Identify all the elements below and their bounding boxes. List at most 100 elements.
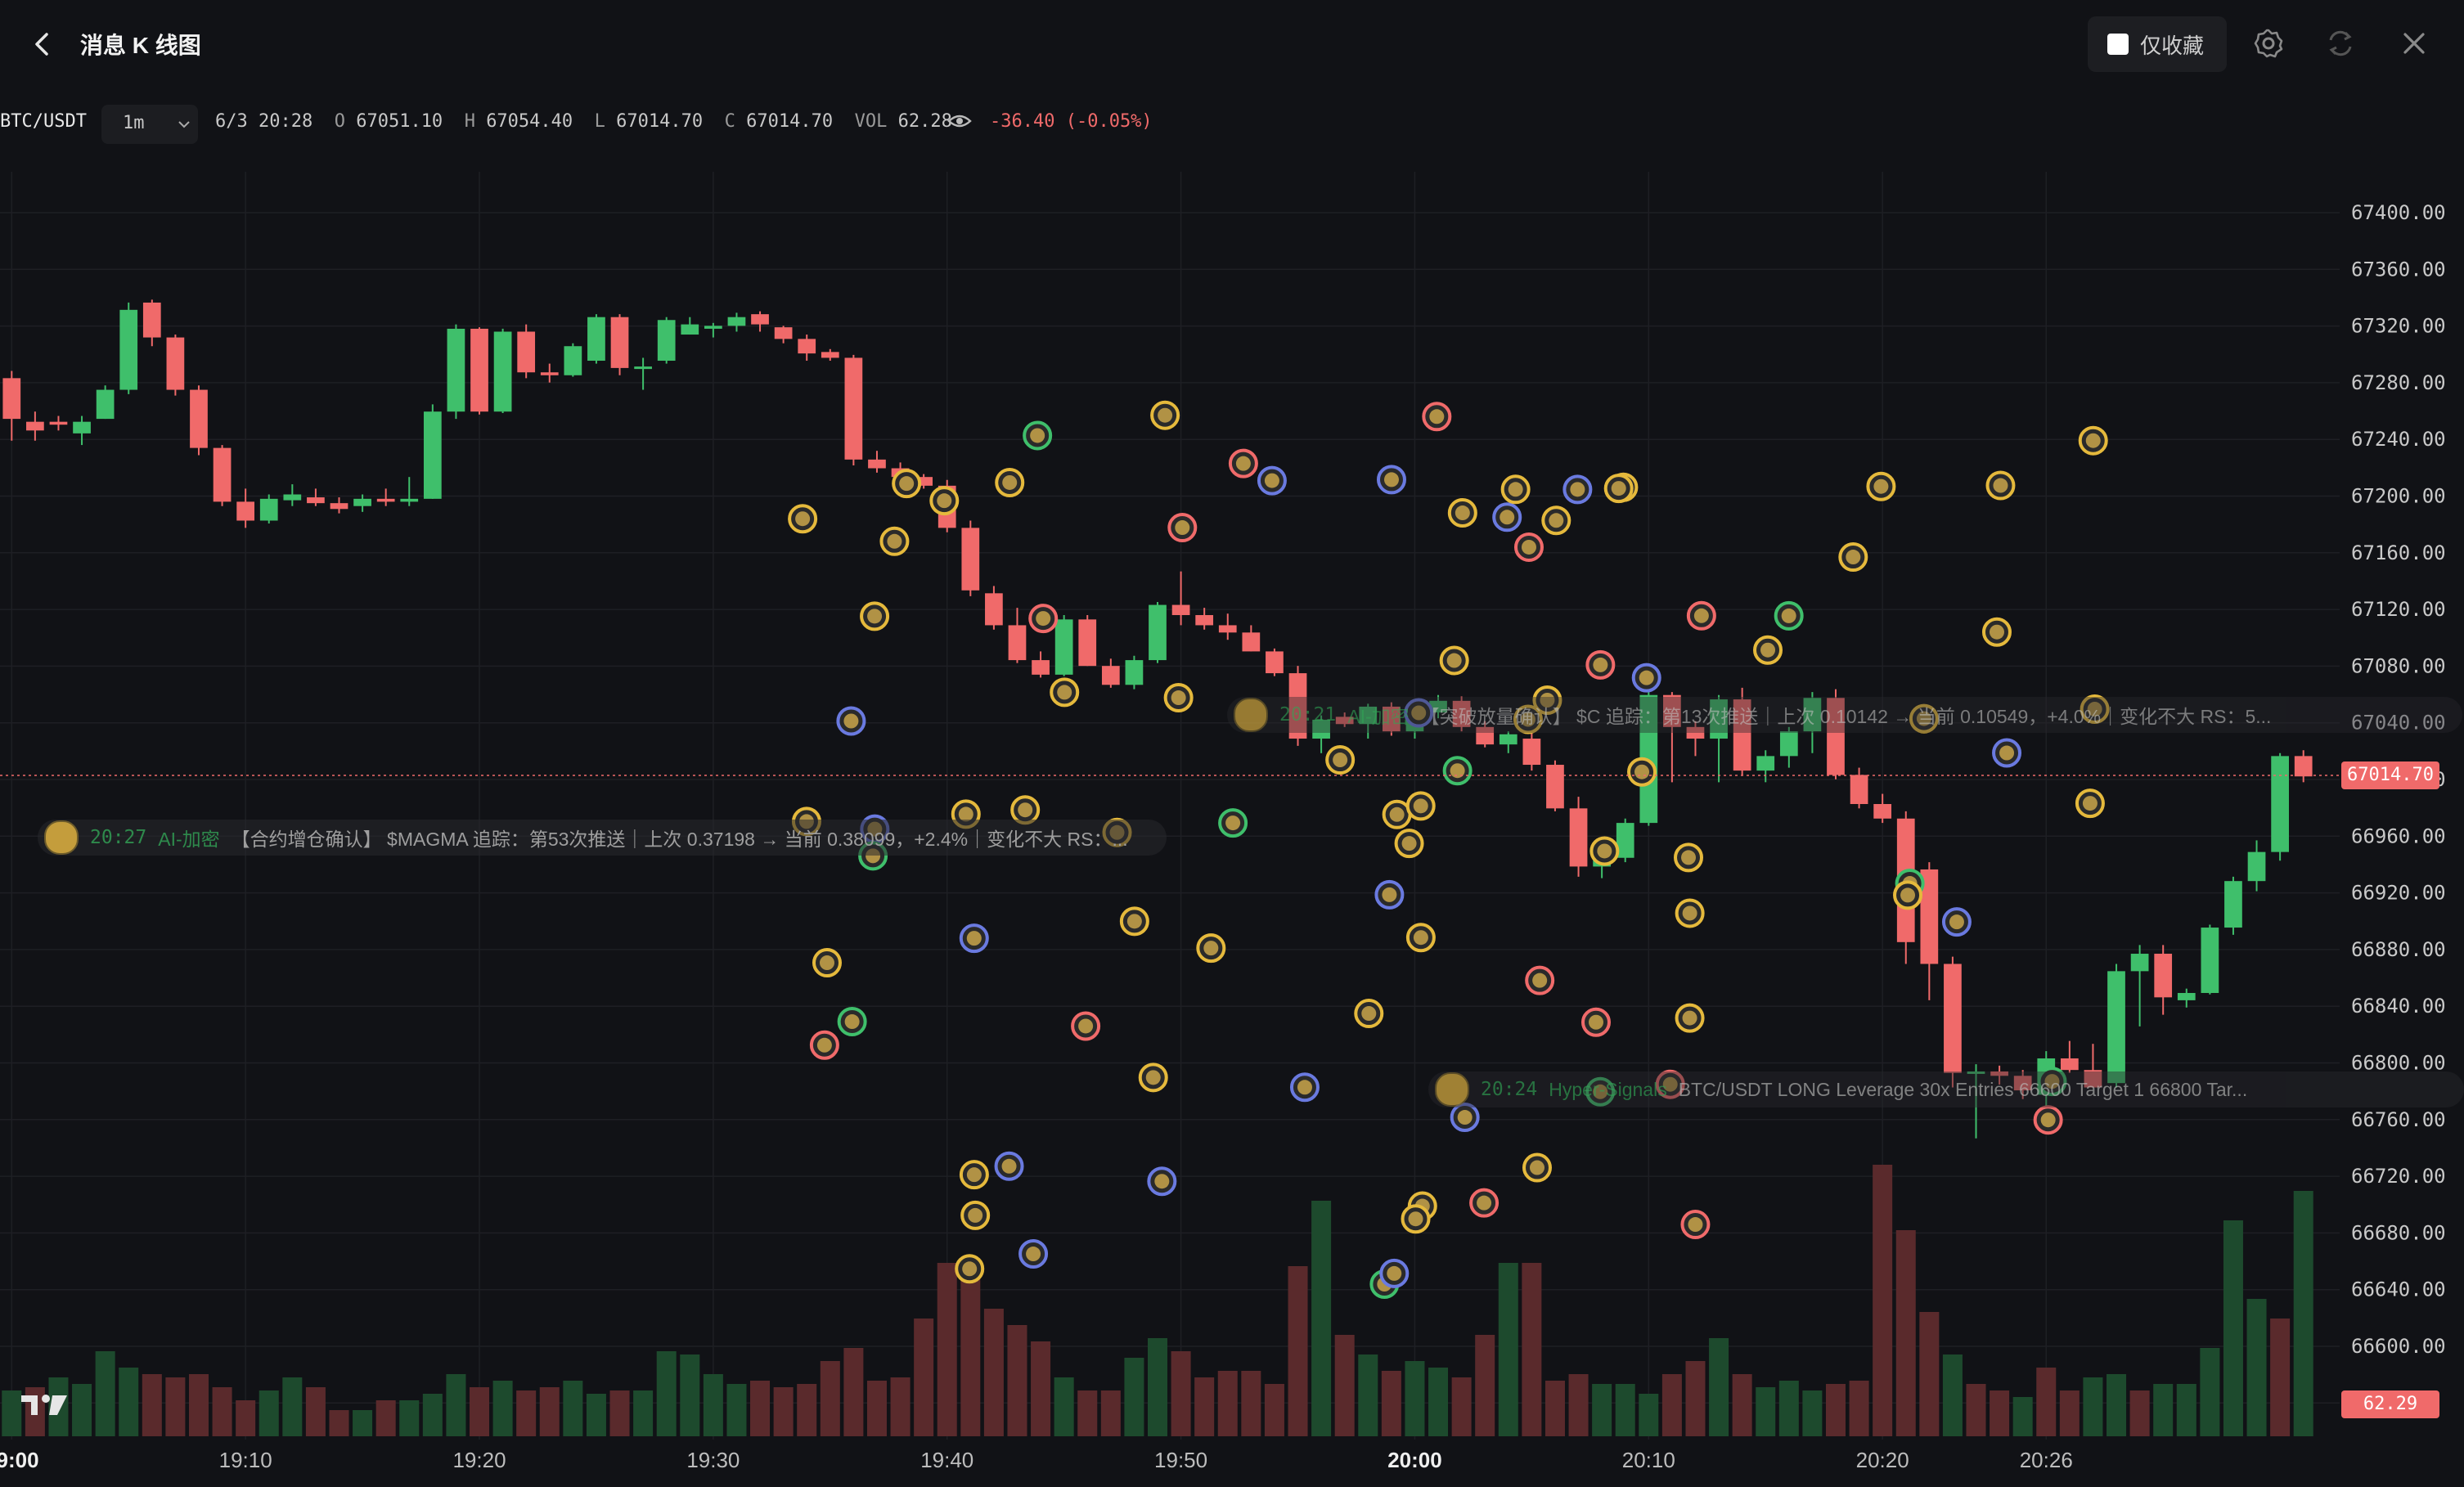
price-tick-label: 66920.00 xyxy=(2351,882,2446,905)
message-avatar-icon xyxy=(816,1037,832,1053)
candles xyxy=(2,299,2313,1139)
volume-bar xyxy=(937,1263,957,1436)
message-avatar-icon xyxy=(1030,428,1045,443)
price-tick-label: 66720.00 xyxy=(2351,1165,2446,1188)
message-avatar-icon xyxy=(899,476,915,492)
candle-body xyxy=(1827,698,1845,775)
message-pill[interactable]: 20:21 AI-加密 【突破放量确认】 $C 追踪：第13次推送｜上次 0.1… xyxy=(1227,697,2462,733)
message-avatar-icon xyxy=(867,609,883,624)
candle-body xyxy=(1663,694,1681,727)
volume-bar xyxy=(1661,1374,1682,1436)
volume-bar xyxy=(2059,1390,2080,1436)
close-value: 67014.70 xyxy=(746,111,834,132)
message-avatar-icon xyxy=(1333,752,1348,768)
candle-body xyxy=(142,302,161,338)
candle-body xyxy=(2177,993,2196,1000)
close-icon[interactable] xyxy=(2397,26,2431,61)
volume-bar xyxy=(1522,1263,1542,1436)
message-pill[interactable]: 20:27 AI-加密 【合约增仓确认】 $MAGMA 追踪：第53次推送｜上次… xyxy=(38,820,1167,856)
volume-bar xyxy=(188,1374,209,1436)
favorites-only-label: 仅收藏 xyxy=(2140,33,2205,58)
volume-bar xyxy=(236,1400,256,1436)
message-avatar-icon xyxy=(2087,701,2102,717)
candle-body xyxy=(423,411,442,499)
price-tick-label: 67360.00 xyxy=(2351,258,2446,281)
interval-select[interactable]: 1m xyxy=(101,105,198,144)
back-arrow-icon[interactable] xyxy=(25,26,61,62)
volume-bar xyxy=(656,1351,677,1436)
volume-bar xyxy=(563,1381,583,1436)
message-avatar-icon xyxy=(1693,608,1709,623)
message-avatar-icon xyxy=(1999,745,2015,761)
volume-bar xyxy=(960,1263,981,1436)
current-price-badge: 67014.70 xyxy=(2341,761,2439,789)
message-avatar-icon xyxy=(1235,456,1251,471)
candle-body xyxy=(493,331,512,412)
candle-body xyxy=(1312,719,1330,739)
volume-bar xyxy=(212,1387,232,1436)
volume-bar xyxy=(2246,1299,2267,1436)
volume-bar xyxy=(1919,1312,1940,1436)
volume-bar xyxy=(259,1390,279,1436)
message-avatar-icon xyxy=(1639,670,1654,685)
candle-body xyxy=(2107,971,2125,1084)
volume-bar xyxy=(726,1384,747,1436)
candle-body xyxy=(1569,808,1588,867)
candle-body xyxy=(1032,660,1050,675)
message-pill[interactable]: 20:24 Hyper-Signals BTC/USDT LONG Levera… xyxy=(1428,1071,2464,1107)
candle-body xyxy=(1335,717,1354,725)
page-title: 消息 K 线图 xyxy=(80,33,201,58)
volume-bar xyxy=(1194,1377,1215,1436)
candle-body xyxy=(26,421,44,431)
volume-bar xyxy=(329,1410,349,1436)
candle-body xyxy=(49,421,68,425)
volume-bar xyxy=(1825,1384,1846,1436)
message-avatar-icon xyxy=(1508,482,1523,497)
candle-body xyxy=(447,328,465,412)
refresh-icon[interactable] xyxy=(2323,26,2358,61)
candle-body xyxy=(1522,739,1541,766)
favorites-only-toggle[interactable]: 仅收藏 xyxy=(2088,16,2227,72)
candle-body xyxy=(961,528,980,591)
chart-grid xyxy=(0,172,2340,1440)
message-avatar-icon xyxy=(1521,539,1536,555)
message-avatar-icon xyxy=(1429,409,1445,425)
price-tick-label: 66680.00 xyxy=(2351,1221,2446,1244)
message-avatar-icon xyxy=(1532,973,1548,988)
time-tick-label: 19:40 xyxy=(920,1448,973,1472)
volume-bar xyxy=(1288,1266,1308,1436)
volume-bar xyxy=(492,1381,513,1436)
volume-bar xyxy=(1685,1361,1706,1436)
volume-bar xyxy=(165,1377,186,1436)
volume-bar xyxy=(2129,1390,2150,1436)
message-avatar-icon xyxy=(1450,763,1465,779)
candle-body xyxy=(470,328,488,412)
eye-icon[interactable] xyxy=(947,111,972,136)
volume-bar xyxy=(983,1309,1004,1436)
message-avatar-icon xyxy=(1457,1110,1473,1125)
candle-body xyxy=(1125,660,1144,685)
volume-bar xyxy=(1264,1384,1284,1436)
volume-bar xyxy=(1849,1381,1869,1436)
message-avatar-icon xyxy=(1681,850,1697,865)
favorites-only-checkbox[interactable] xyxy=(2107,34,2129,55)
volume-bar xyxy=(1756,1387,1776,1436)
volume-bar xyxy=(1007,1325,1027,1436)
time-tick-label: 20:10 xyxy=(1622,1448,1675,1472)
volume-bars xyxy=(2,1165,2313,1436)
volume-bar xyxy=(2270,1319,2291,1436)
candle-body xyxy=(1546,765,1564,809)
volume-bar xyxy=(1217,1371,1238,1436)
gear-icon[interactable] xyxy=(2251,26,2286,61)
message-avatar-icon xyxy=(1383,472,1399,487)
price-tick-label: 67280.00 xyxy=(2351,371,2446,394)
message-avatar-icon xyxy=(1001,1158,1017,1174)
message-avatar-icon xyxy=(1588,1014,1603,1030)
message-avatar-icon xyxy=(2082,796,2098,811)
candle-body xyxy=(1078,619,1097,667)
volume-bar xyxy=(1498,1263,1518,1436)
message-avatar-icon xyxy=(966,931,982,946)
candle-body xyxy=(1944,964,1962,1073)
symbol-label[interactable]: BTC/USDT xyxy=(0,111,87,132)
